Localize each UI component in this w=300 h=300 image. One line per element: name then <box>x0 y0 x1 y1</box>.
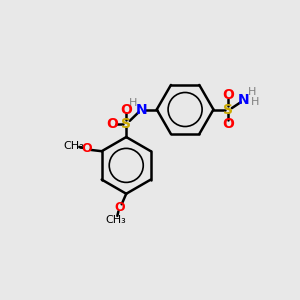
Text: S: S <box>223 103 233 116</box>
Text: CH₃: CH₃ <box>105 215 126 225</box>
Text: S: S <box>121 116 131 130</box>
Text: N: N <box>136 103 148 116</box>
Text: H: H <box>129 98 137 108</box>
Text: CH₃: CH₃ <box>63 141 84 151</box>
Text: N: N <box>238 93 250 107</box>
Text: H: H <box>248 88 256 98</box>
Text: O: O <box>120 103 132 116</box>
Text: O: O <box>82 142 92 155</box>
Text: O: O <box>222 88 234 103</box>
Text: O: O <box>114 201 125 214</box>
Text: H: H <box>251 97 260 107</box>
Text: O: O <box>106 116 118 130</box>
Text: O: O <box>222 116 234 130</box>
